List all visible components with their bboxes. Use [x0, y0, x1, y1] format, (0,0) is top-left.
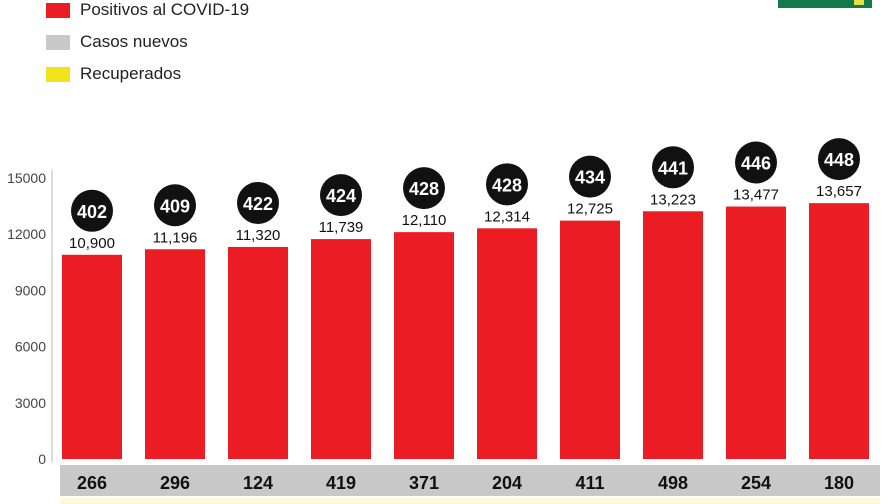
- bar: [228, 246, 288, 459]
- casos-nuevos-label: 411: [575, 473, 604, 493]
- brand-logo: [778, 0, 872, 8]
- bar: [809, 203, 869, 459]
- casos-nuevos-label: 266: [77, 473, 107, 493]
- circle-marker: [569, 155, 611, 198]
- casos-nuevos-label: 296: [160, 473, 190, 493]
- bar: [311, 239, 371, 459]
- circle-marker: [486, 163, 528, 206]
- y-tick-label: 15000: [7, 170, 46, 186]
- bar: [145, 249, 205, 459]
- y-tick-label: 0: [38, 451, 46, 467]
- circle-value-label: 422: [243, 194, 273, 214]
- legend: Positivos al COVID-19 Casos nuevos Recup…: [46, 0, 249, 90]
- legend-label: Positivos al COVID-19: [80, 0, 250, 19]
- legend-label: Casos nuevos: [80, 32, 188, 51]
- legend-item-recuperados: Recuperados: [46, 58, 249, 90]
- bar: [477, 228, 537, 459]
- bar-value-label: 11,196: [153, 229, 198, 246]
- casos-nuevos-label: 371: [409, 473, 439, 493]
- legend-swatch: [46, 2, 70, 18]
- circle-value-label: 428: [492, 175, 522, 195]
- bar-value-label: 11,320: [236, 227, 281, 244]
- circle-marker: [652, 146, 694, 189]
- bar-value-label: 13,223: [650, 191, 696, 208]
- y-tick-label: 6000: [15, 339, 46, 355]
- casos-nuevos-label: 204: [492, 473, 522, 493]
- recuperados-band: [60, 498, 880, 504]
- casos-nuevos-label: 419: [326, 473, 356, 493]
- circle-value-label: 402: [77, 202, 107, 222]
- bar: [62, 254, 122, 459]
- y-tick-label: 3000: [15, 395, 46, 411]
- bar-value-label: 12,314: [484, 208, 530, 225]
- bar-value-label: 10,900: [69, 235, 115, 252]
- circle-marker: [818, 138, 860, 181]
- circle-value-label: 424: [326, 186, 356, 206]
- casos-nuevos-label: 124: [243, 473, 273, 493]
- y-tick-label: 9000: [15, 282, 46, 298]
- circle-marker: [403, 167, 445, 210]
- y-tick-label: 12000: [7, 226, 46, 242]
- circle-value-label: 434: [575, 168, 605, 188]
- casos-nuevos-band: [60, 465, 880, 496]
- bar-value-label: 12,725: [567, 201, 613, 218]
- circle-value-label: 428: [409, 179, 439, 199]
- legend-item-positivos: Positivos al COVID-19: [46, 0, 249, 26]
- legend-swatch: [46, 66, 70, 82]
- circle-value-label: 441: [658, 158, 688, 178]
- circle-marker: [71, 189, 113, 232]
- bar-value-label: 12,110: [402, 212, 447, 229]
- legend-swatch: [46, 34, 70, 50]
- bar: [643, 211, 703, 459]
- legend-label: Recuperados: [80, 64, 182, 83]
- casos-nuevos-label: 180: [824, 473, 854, 493]
- bar-value-label: 13,477: [733, 187, 779, 204]
- bar: [394, 232, 454, 459]
- circle-marker: [154, 184, 196, 227]
- circle-value-label: 446: [741, 154, 771, 174]
- circle-marker: [735, 141, 777, 184]
- circle-marker: [237, 181, 279, 224]
- bar: [560, 220, 620, 459]
- legend-item-casos-nuevos: Casos nuevos: [46, 26, 249, 58]
- casos-nuevos-label: 254: [741, 473, 771, 493]
- circle-value-label: 409: [160, 196, 190, 216]
- circle-marker: [320, 174, 362, 217]
- circle-value-label: 448: [824, 150, 854, 170]
- bar: [726, 206, 786, 459]
- casos-nuevos-label: 498: [658, 473, 688, 493]
- bar-value-label: 11,739: [319, 219, 364, 236]
- bar-value-label: 13,657: [816, 183, 862, 200]
